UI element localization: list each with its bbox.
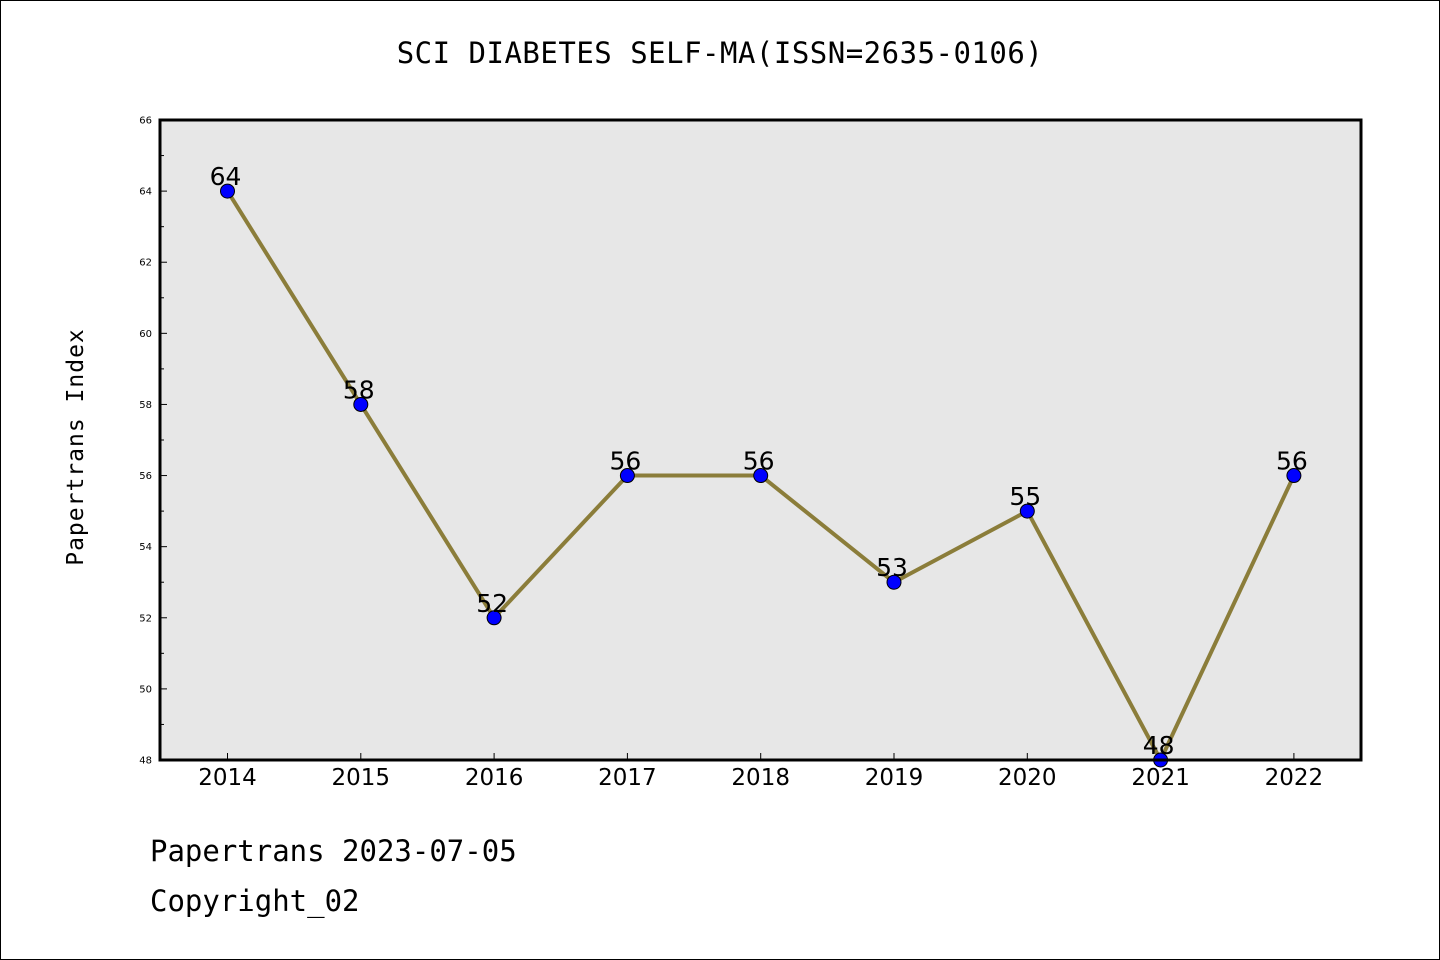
y-tick-label: 54 xyxy=(139,542,152,553)
data-point xyxy=(619,468,635,484)
footer-date: Papertrans 2023-07-05 xyxy=(150,834,517,868)
y-tick-label: 58 xyxy=(139,400,152,411)
data-label: 55 xyxy=(1009,482,1041,511)
data-label: 56 xyxy=(609,447,641,476)
data-label: 53 xyxy=(876,553,908,582)
data-label: 52 xyxy=(476,589,508,618)
data-label: 56 xyxy=(743,447,775,476)
y-tick-label: 62 xyxy=(139,258,152,269)
x-tick-label: 2022 xyxy=(1265,765,1324,791)
data-point xyxy=(886,574,902,590)
data-point xyxy=(1286,468,1302,484)
data-label: 58 xyxy=(343,375,375,404)
data-label: 64 xyxy=(210,162,242,191)
x-tick-label: 2015 xyxy=(332,765,391,791)
x-tick-label: 2017 xyxy=(598,765,657,791)
y-tick-label: 50 xyxy=(139,684,152,695)
plot-border xyxy=(158,118,1363,762)
y-tick-label: 48 xyxy=(139,756,152,767)
data-point xyxy=(220,183,235,199)
x-tick-label: 2018 xyxy=(731,765,790,791)
x-tick-label: 2016 xyxy=(465,765,524,791)
y-tick-label: 60 xyxy=(139,329,152,340)
series-layer: 64 58 52 56 56 53 55 48 56 xyxy=(210,162,1308,768)
plot-area xyxy=(160,120,1361,760)
x-tick-label: 2014 xyxy=(198,765,257,791)
data-point xyxy=(353,396,369,412)
x-tick-label: 2020 xyxy=(998,765,1057,791)
chart-title: SCI DIABETES SELF-MA(ISSN=2635-0106) xyxy=(396,36,1044,70)
data-label: 56 xyxy=(1276,447,1308,476)
data-point xyxy=(1019,503,1035,519)
x-tick-label: 2021 xyxy=(1131,765,1190,791)
y-tick-label: 66 xyxy=(139,116,152,127)
y-tick-label: 52 xyxy=(139,613,152,624)
data-point xyxy=(486,610,502,626)
data-point xyxy=(753,468,769,484)
x-axis: 2014 2015 2016 2017 2018 2019 2020 2021 2022 xyxy=(198,753,1323,791)
footer-copyright: Copyright_02 xyxy=(150,884,360,918)
data-label: 48 xyxy=(1143,731,1175,760)
y-tick-label: 64 xyxy=(139,187,152,198)
y-tick-label: 56 xyxy=(139,471,152,482)
x-tick-label: 2019 xyxy=(865,765,924,791)
